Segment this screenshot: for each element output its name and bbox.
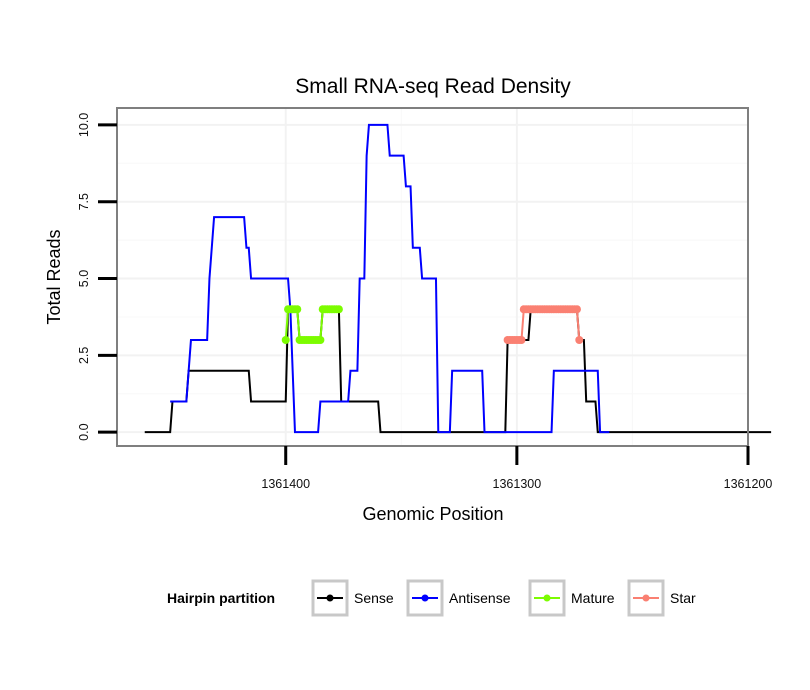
legend-label-star: Star xyxy=(670,590,696,606)
series-layer xyxy=(144,123,772,434)
legend-key-point xyxy=(642,594,650,602)
legend-item-mature: Mature xyxy=(528,579,615,617)
legend-key-point xyxy=(421,594,429,602)
chart-title: Small RNA-seq Read Density xyxy=(295,75,571,98)
data-point-mature xyxy=(316,335,325,344)
series-line-antisense xyxy=(170,123,610,434)
legend-key-point xyxy=(326,594,334,602)
series-line-star xyxy=(507,308,581,341)
y-tick-label: 10.0 xyxy=(77,113,91,137)
grid-major xyxy=(117,108,749,446)
data-point-star xyxy=(575,335,584,344)
data-point-mature xyxy=(293,305,302,314)
legend-item-sense: Sense xyxy=(311,579,394,617)
legend-key-point xyxy=(543,594,551,602)
x-axis: 1361400 1361300 1361200 xyxy=(261,446,772,491)
legend-item-antisense: Antisense xyxy=(406,579,511,617)
x-tick-label: 1361300 xyxy=(493,477,542,491)
legend-label-mature: Mature xyxy=(571,590,615,606)
y-tick-label: 7.5 xyxy=(77,193,91,210)
legend-title: Hairpin partition xyxy=(167,590,275,606)
plot-border xyxy=(116,107,749,447)
y-tick-label: 5.0 xyxy=(77,270,91,287)
legend-item-star: Star xyxy=(627,579,696,617)
data-point-mature xyxy=(334,305,343,314)
data-point-mature xyxy=(281,335,290,344)
y-tick-label: 0.0 xyxy=(77,423,91,440)
y-axis: 0.0 2.5 5.0 7.5 10.0 xyxy=(77,113,117,441)
y-tick-label: 2.5 xyxy=(77,347,91,364)
data-point-star xyxy=(572,305,581,314)
x-tick-label: 1361200 xyxy=(724,477,773,491)
x-tick-label: 1361400 xyxy=(261,477,310,491)
y-axis-title: Total Reads xyxy=(44,229,64,324)
x-axis-title: Genomic Position xyxy=(362,504,503,524)
legend-label-antisense: Antisense xyxy=(449,590,511,606)
data-point-star xyxy=(517,335,526,344)
series-line-mature xyxy=(284,308,339,341)
grid-minor xyxy=(117,108,748,446)
legend: Hairpin partition Sense Antisense Mature St… xyxy=(167,579,696,617)
legend-label-sense: Sense xyxy=(354,590,394,606)
